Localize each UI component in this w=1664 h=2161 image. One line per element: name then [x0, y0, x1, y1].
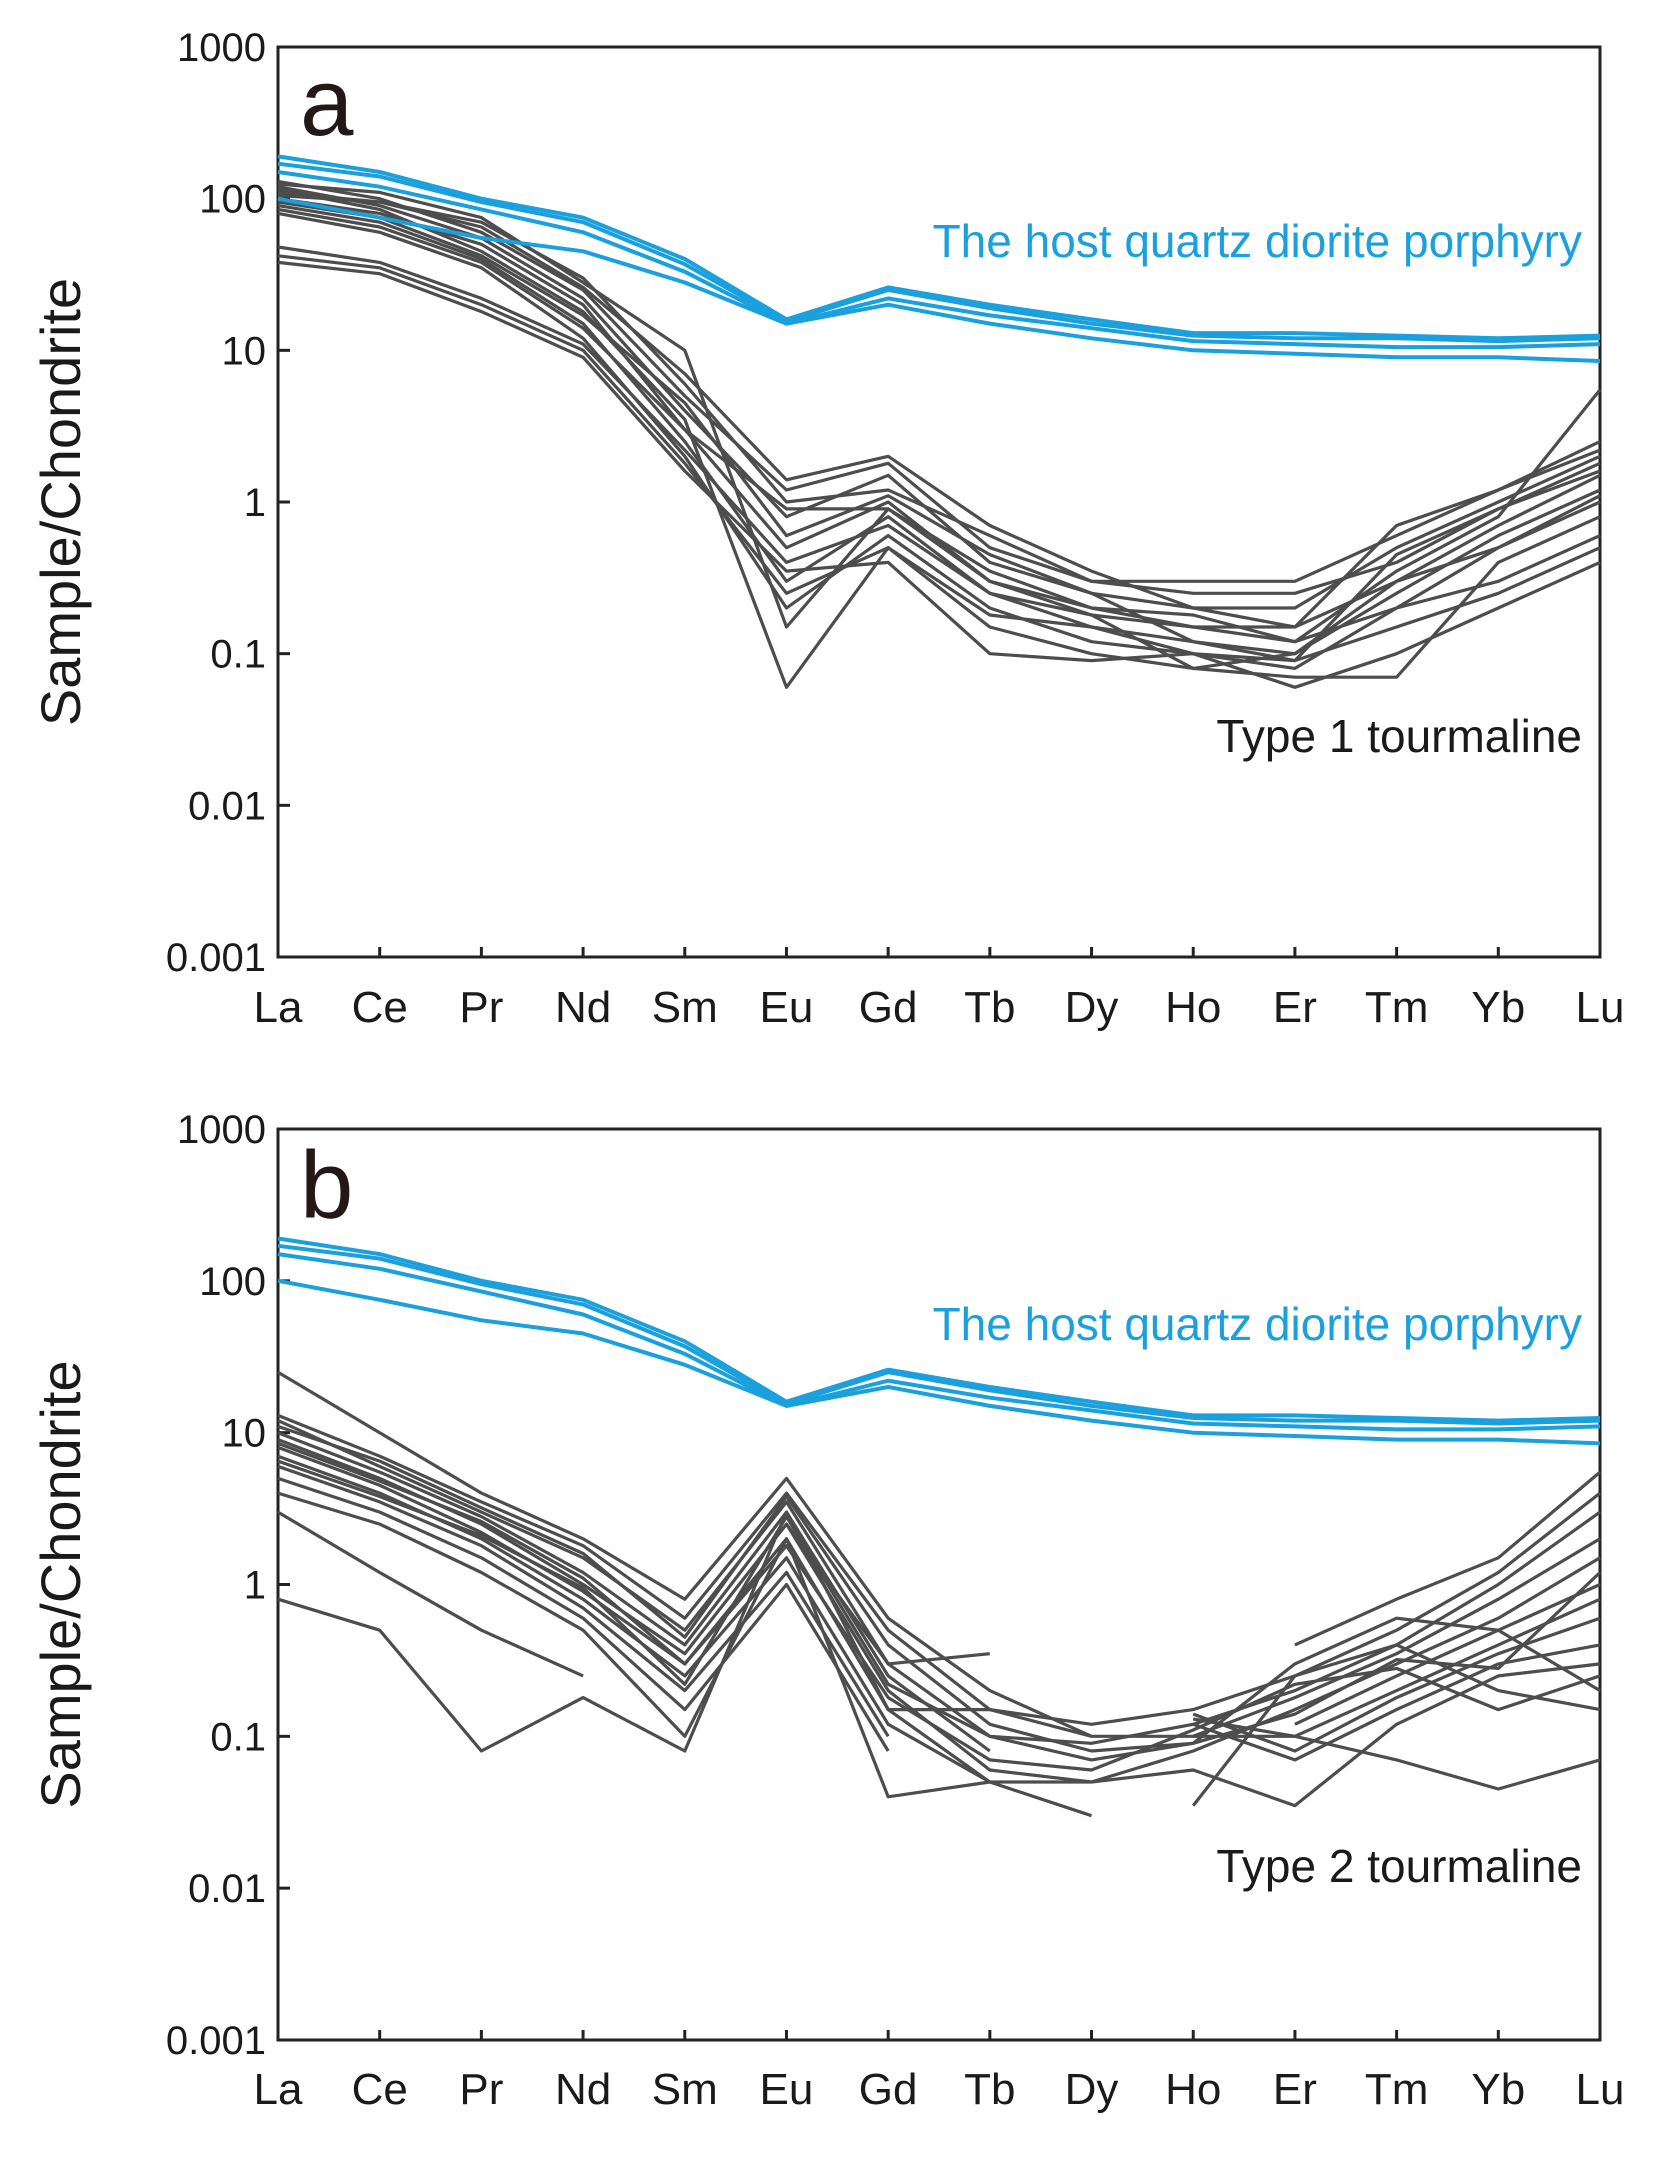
tourmaline-series-line-t1-2 [277, 185, 1601, 610]
y-axis-title: Sample/Chondrite [29, 278, 92, 726]
tourmaline-series-line-t1-6 [277, 211, 1601, 670]
x-tick-label-dy: Dy [1065, 2065, 1119, 2114]
y-tick-label: 0.1 [210, 633, 266, 677]
y-tick-label: 1 [244, 1564, 266, 1608]
tourmaline-series-line-t2-3 [277, 1419, 1601, 1745]
tourmaline-series-line-t1-13 [277, 200, 1601, 663]
tourmaline-series-label: Type 1 tourmaline [1216, 710, 1582, 762]
tourmaline-series-line-t2-2 [277, 1413, 1601, 1726]
y-tick-label: 100 [199, 1260, 266, 1304]
y-tick-label: 1 [244, 481, 266, 525]
y-tick-label: 10 [222, 1412, 267, 1456]
x-tick-label-sm: Sm [652, 2065, 718, 2114]
host-series-label: The host quartz diorite porphyry [933, 215, 1582, 267]
tourmaline-series-line-t2-13 [277, 1424, 1601, 1753]
y-tick-label: 10 [222, 329, 267, 373]
x-tick-label-tb: Tb [964, 2065, 1015, 2114]
x-tick-label-ce: Ce [352, 2065, 408, 2114]
x-tick-label-eu: Eu [760, 2065, 814, 2114]
tourmaline-series-line-t2-1 [277, 1370, 1602, 1738]
x-tick-label-nd: Nd [555, 983, 611, 1032]
host-series-line-host-2 [277, 161, 1601, 344]
y-axis-title: Sample/Chondrite [29, 1360, 92, 1808]
x-tick-label-tb: Tb [964, 983, 1015, 1032]
x-tick-label-sm: Sm [652, 983, 718, 1032]
x-tick-label-er: Er [1273, 983, 1317, 1032]
tourmaline-series-label: Type 2 tourmaline [1216, 1840, 1582, 1892]
y-tick-label: 1000 [177, 26, 266, 70]
y-tick-label: 0.01 [188, 1867, 266, 1911]
panel-letter: b [300, 1132, 353, 1239]
x-tick-label-pr: Pr [459, 2065, 503, 2114]
y-tick-label: 0.001 [166, 936, 266, 980]
x-tick-label-nd: Nd [555, 2065, 611, 2114]
x-tick-label-tm: Tm [1365, 983, 1429, 1032]
tourmaline-series-line-t1-11 [277, 260, 1601, 689]
tourmaline-series-line-t2-14 [277, 1441, 1601, 1772]
x-tick-label-eu: Eu [760, 983, 814, 1032]
host-series-line-host-4 [277, 196, 1601, 363]
tourmaline-series-line-t1-14 [277, 207, 1601, 670]
x-tick-label-gd: Gd [859, 983, 918, 1032]
y-tick-label: 1000 [177, 1108, 266, 1152]
tourmaline-series-line-t2-8 [277, 1464, 1601, 1753]
plot-frame [276, 1127, 1602, 2042]
x-tick-label-gd: Gd [859, 2065, 918, 2114]
tourmaline-series-line-t2-10 [277, 1491, 1601, 1808]
host-series-line-host-3 [277, 170, 1601, 350]
y-tick-label: 0.1 [210, 1715, 266, 1759]
x-tick-label-yb: Yb [1471, 2065, 1525, 2114]
x-tick-label-pr: Pr [459, 983, 503, 1032]
tourmaline-series-line-t2-9 [277, 1476, 1601, 1762]
tourmaline-series-line-t1-5 [277, 204, 1601, 656]
x-tick-label-ce: Ce [352, 983, 408, 1032]
tourmaline-series-line-t1-10 [277, 254, 1601, 663]
x-tick-label-yb: Yb [1471, 983, 1525, 1032]
tourmaline-series-line-t1-9 [277, 245, 1601, 644]
tourmaline-series-line-t2-15 [277, 1459, 1602, 1762]
tourmaline-series-line-t1-7 [277, 182, 1602, 644]
x-tick-label-lu: Lu [1576, 983, 1625, 1032]
host-series-line-host-3 [277, 1252, 1601, 1432]
panel-letter: a [300, 49, 354, 156]
x-tick-label-ho: Ho [1165, 2065, 1221, 2114]
y-tick-label: 0.01 [188, 784, 266, 828]
tourmaline-series-line-t1-12 [277, 193, 1601, 629]
x-tick-label-dy: Dy [1065, 983, 1119, 1032]
x-tick-label-ho: Ho [1165, 983, 1221, 1032]
host-series-line-host-1 [277, 154, 1601, 341]
x-tick-label-lu: Lu [1576, 2065, 1625, 2114]
host-series-line-host-2 [277, 1243, 1601, 1426]
x-tick-label-la: La [254, 2065, 303, 2114]
tourmaline-series-line-t2-4 [277, 1431, 1601, 1753]
x-tick-label-er: Er [1273, 2065, 1317, 2114]
y-tick-label: 100 [199, 178, 266, 222]
y-tick-label: 0.001 [166, 2019, 266, 2063]
tourmaline-series-line-t1-8 [277, 187, 1601, 689]
host-series-label: The host quartz diorite porphyry [933, 1298, 1582, 1350]
host-series-line-host-4 [277, 1278, 1601, 1446]
x-tick-label-la: La [254, 983, 303, 1032]
host-series-line-host-1 [277, 1236, 1601, 1423]
x-tick-label-tm: Tm [1365, 2065, 1429, 2114]
plot-frame [276, 45, 1602, 959]
tourmaline-series-line-t1-3 [277, 190, 1601, 595]
